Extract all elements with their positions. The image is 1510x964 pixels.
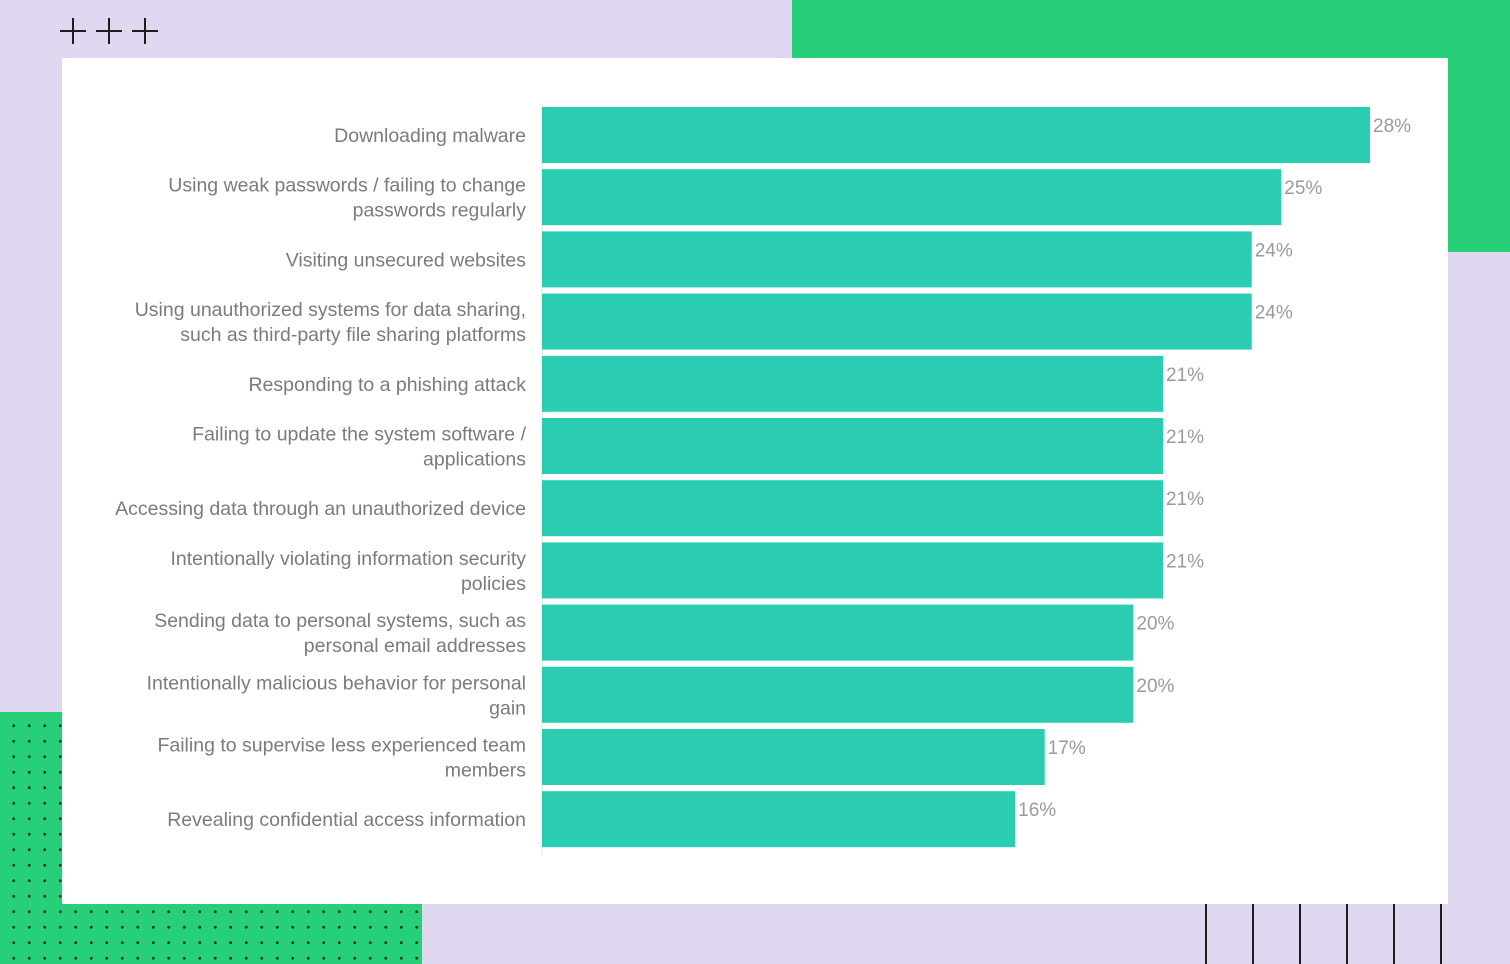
category-label: Intentionally violating information secu… [170, 548, 526, 595]
chart-card: 28% Downloading malware 25% Using weak pass… [62, 58, 1448, 904]
bar [542, 791, 1016, 848]
data-label: 16% [1018, 800, 1056, 821]
category-label: Accessing data through an unauthorized d… [115, 498, 526, 520]
data-label: 20% [1136, 614, 1174, 635]
data-label: 21% [1166, 551, 1204, 572]
category-label: Revealing confidential access informatio… [167, 809, 526, 831]
category-label-line: members [445, 760, 527, 782]
category-label-line: Sending data to personal systems, such a… [154, 610, 526, 632]
bar [542, 542, 1163, 599]
bar [542, 293, 1252, 350]
decor-vertical-lines [1205, 904, 1455, 964]
category-label: Failing to update the system software / a… [192, 424, 526, 471]
bar [542, 666, 1134, 723]
bar [542, 729, 1045, 785]
data-label: 21% [1166, 489, 1204, 510]
category-label-line: passwords regularly [353, 200, 527, 222]
category-label-line: Failing to supervise less experienced te… [157, 735, 526, 757]
data-label: 20% [1136, 676, 1174, 697]
category-label-line: Intentionally malicious behavior for per… [147, 672, 526, 694]
category-label-line: Accessing data through an unauthorized d… [115, 498, 526, 520]
category-label: Visiting unsecured websites [286, 249, 527, 271]
category-label: Downloading malware [334, 125, 526, 147]
category-label-line: Intentionally violating information secu… [170, 548, 526, 570]
bar [542, 107, 1370, 163]
data-label: 24% [1255, 240, 1293, 261]
category-label: Sending data to personal systems, such a… [154, 610, 526, 657]
category-label: Using weak passwords / failing to change… [168, 175, 526, 222]
bar-chart: 28% Downloading malware 25% Using weak pass… [115, 103, 1411, 856]
data-label: 17% [1048, 738, 1086, 759]
category-label-line: Using unauthorized systems for data shar… [135, 299, 526, 321]
category-label-line: Downloading malware [334, 125, 526, 147]
category-label-line: personal email addresses [304, 635, 526, 657]
plus-icon [132, 18, 158, 44]
category-label-line: such as third-party file sharing platfor… [180, 324, 526, 346]
data-label: 21% [1166, 427, 1204, 448]
category-label: Responding to a phishing attack [248, 374, 526, 396]
bar [542, 604, 1134, 661]
bar [542, 169, 1282, 226]
bar [542, 231, 1252, 288]
bar [542, 418, 1163, 474]
category-label-line: applications [423, 449, 526, 471]
bar [542, 480, 1163, 537]
data-label: 28% [1373, 116, 1411, 137]
category-label-line: Failing to update the system software / [192, 424, 526, 446]
category-label-line: policies [461, 573, 526, 595]
category-label: Using unauthorized systems for data shar… [135, 299, 527, 346]
category-label: Intentionally malicious behavior for per… [147, 672, 526, 719]
category-label-line: Responding to a phishing attack [248, 374, 526, 396]
data-label: 24% [1255, 303, 1293, 324]
plus-icon [96, 18, 122, 44]
category-label-line: Using weak passwords / failing to change [168, 175, 526, 197]
category-label-line: Revealing confidential access informatio… [167, 809, 526, 831]
data-label: 25% [1284, 178, 1322, 199]
plus-icon [60, 18, 86, 44]
category-label-line: Visiting unsecured websites [286, 249, 527, 271]
bar [542, 355, 1163, 412]
category-label-line: gain [489, 697, 526, 719]
category-label: Failing to supervise less experienced te… [157, 735, 526, 782]
data-label: 21% [1166, 365, 1204, 386]
decor-plus-signs [60, 18, 158, 44]
